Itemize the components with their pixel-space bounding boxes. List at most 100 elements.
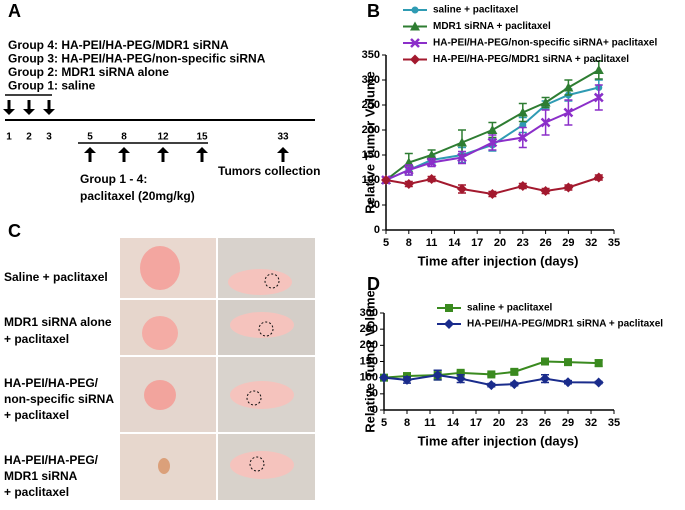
point [379,372,389,383]
point [402,374,412,385]
point [403,165,414,175]
point [540,373,550,384]
day-label: 2 [26,132,32,143]
day-label: 3 [46,132,52,143]
point [517,107,528,117]
x-tick-label: 8 [406,237,412,249]
arrow-head [84,147,96,153]
x-tick-label: 20 [494,237,506,249]
row-label: + paclitaxel [4,485,69,499]
x-tick-label: 5 [383,237,389,249]
point [455,373,466,384]
group-label: Group 1: saline [8,79,96,93]
point [510,367,519,376]
point [487,189,498,199]
x-tick-label: 35 [608,237,620,249]
point [426,157,437,168]
x-tick-label: 23 [516,417,528,429]
point [381,175,391,185]
legend-marker [410,38,420,48]
group-label: Group 4: HA-PEI/HA-PEG/MDR1 siRNA [8,38,229,52]
y-tick-label: 150 [362,149,380,161]
day-label: 12 [157,132,169,143]
point [426,174,437,184]
day-label: 33 [277,132,289,143]
point [564,358,572,367]
point [457,184,467,194]
x-tick-label: 5 [381,417,387,429]
collection-text: Tumors collection [218,164,320,178]
point [540,117,551,128]
arrow-head [277,147,289,153]
x-tick-label: 32 [585,417,597,429]
day-label: 8 [121,132,127,143]
legend-label: HA-PEI/HA-PEG/MDR1 siRNA + paclitaxel [433,54,629,65]
y-axis-title: Relative Tumor Volume [362,71,377,214]
day-label: 5 [87,132,93,143]
y-tick-label: 250 [362,99,380,111]
point [432,370,443,381]
treatment-text: Group 1 - 4: [80,172,147,186]
y-axis-title: Relative Tumor Volume [362,290,377,433]
row-label: + paclitaxel [4,408,69,422]
y-tick-label: 150 [360,355,378,367]
group-label: Group 2: MDR1 siRNA alone [8,65,169,79]
y-tick-label: 200 [362,124,380,136]
x-tick-label: 32 [585,237,597,249]
day-label: 15 [196,132,208,143]
point [593,65,604,74]
point [517,181,528,191]
point [456,368,465,377]
arrow-head [118,147,130,153]
point [563,377,573,388]
point [509,379,520,390]
point [563,107,574,118]
y-tick-label: 250 [360,323,378,335]
point [426,150,437,159]
row-label: non-specific siRNA [4,392,114,406]
point [403,179,414,189]
x-tick-label: 11 [424,417,436,429]
point [517,132,528,143]
legend-label: HA-PEI/HA-PEG/MDR1 siRNA + paclitaxel [467,319,663,330]
point [457,152,467,163]
arrow-head [3,109,15,115]
arrow-head [43,109,55,115]
x-tick-label: 14 [448,237,461,249]
legend-label: saline + paclitaxel [433,5,519,16]
legend-label: saline + paclitaxel [467,303,553,314]
point [593,92,604,103]
arrow-head [196,147,208,153]
panel-label: C [8,221,21,241]
row-label: + paclitaxel [4,332,69,346]
x-tick-label: 17 [471,237,483,249]
x-tick-label: 11 [426,237,438,249]
x-tick-label: 26 [539,417,551,429]
row-label: MDR1 siRNA [4,469,78,483]
x-tick-label: 8 [404,417,410,429]
photo-grid [120,238,315,500]
x-tick-label: 29 [562,237,574,249]
x-tick-label: 20 [493,417,505,429]
row-label: HA-PEI/HA-PEG/ [4,376,99,390]
y-tick-label: 0 [374,224,380,236]
y-tick-label: 100 [362,174,380,186]
point [486,380,497,391]
point [563,182,574,193]
x-axis-title: Time after injection (days) [418,433,579,448]
x-axis-title: Time after injection (days) [418,253,579,268]
group-label: Group 3: HA-PEI/HA-PEG/non-specific siRN… [8,52,266,66]
legend-label: MDR1 siRNA + paclitaxel [433,21,551,32]
y-tick-label: 200 [360,339,378,351]
row-label: HA-PEI/HA-PEG/ [4,453,99,467]
y-tick-label: 100 [360,372,378,384]
legend-marker [410,21,420,31]
y-tick-label: 300 [362,74,380,86]
point [457,137,467,147]
point [593,172,604,183]
point [593,377,604,388]
panel-label: D [367,274,380,294]
point [594,359,603,368]
point [540,97,551,107]
